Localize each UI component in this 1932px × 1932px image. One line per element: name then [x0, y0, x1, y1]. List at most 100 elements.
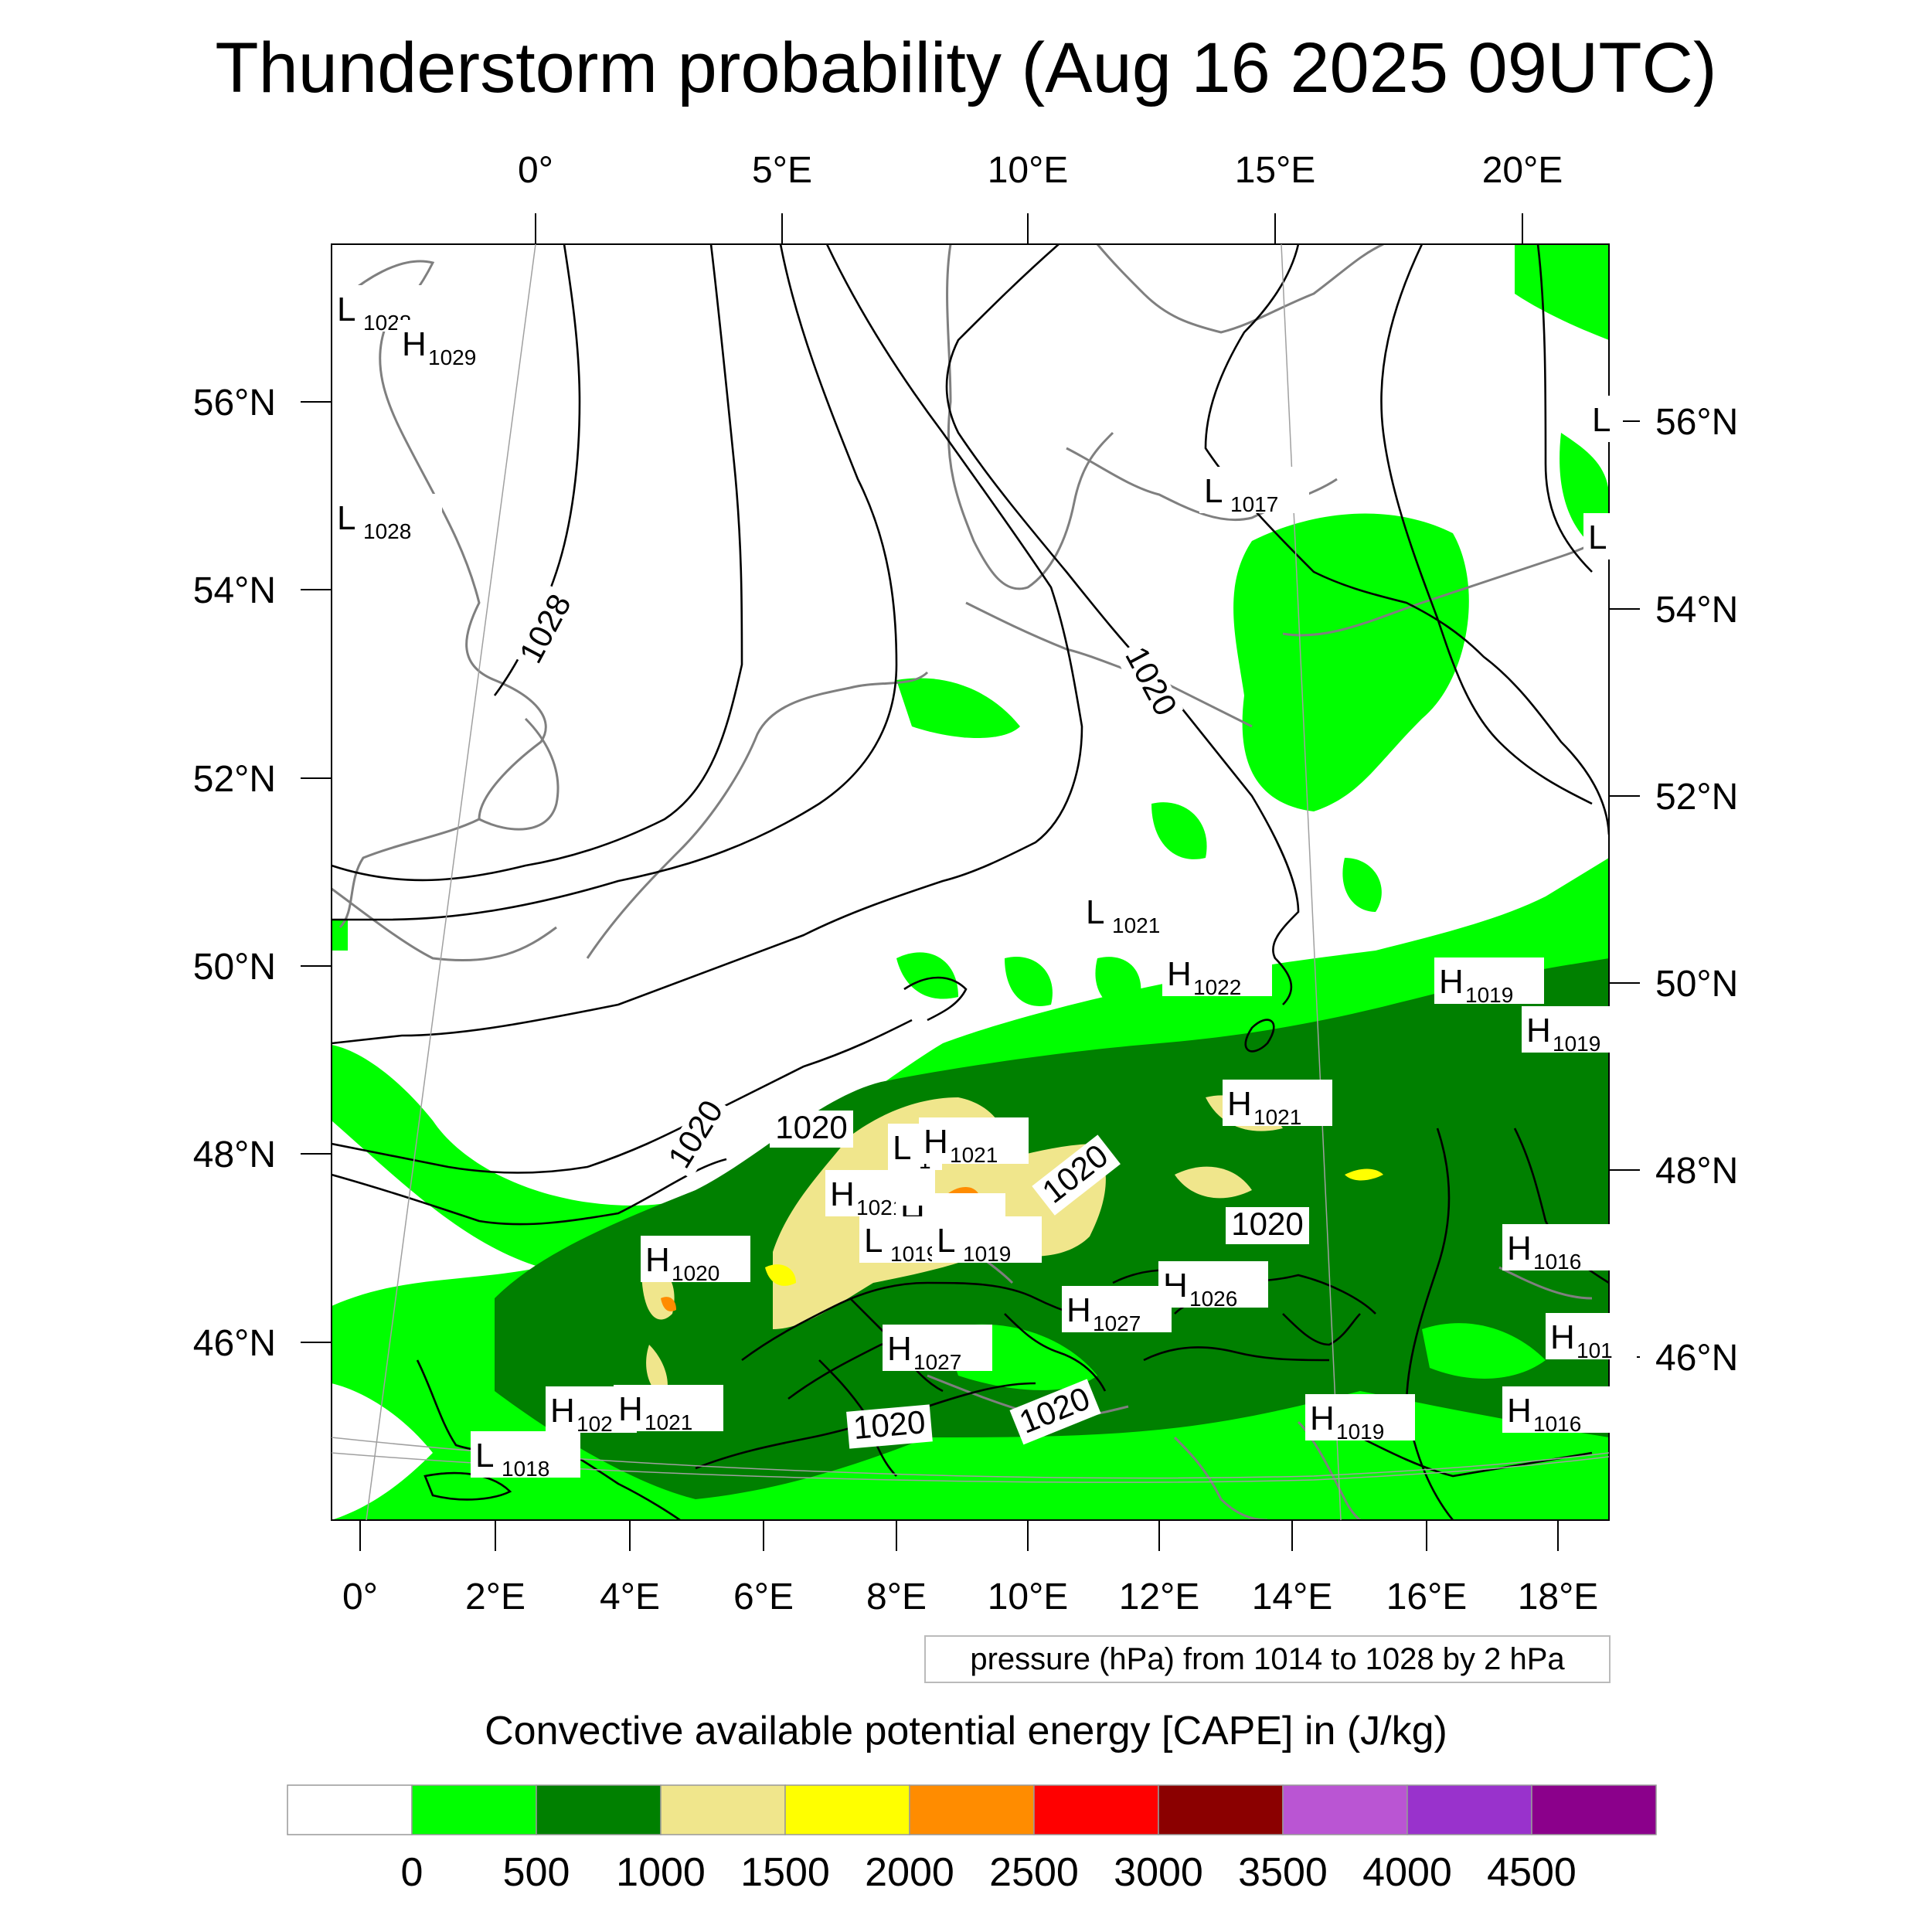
pressure-center-type: H	[1167, 955, 1192, 993]
right-axis-label: 46°N	[1655, 1338, 1738, 1379]
pressure-center-value: 102	[577, 1412, 613, 1436]
pressure-center-type: L	[893, 1129, 911, 1167]
top-axis-label: 5°E	[752, 150, 812, 191]
low-pressure-center: L 1028	[332, 494, 442, 543]
colorbar-swatch	[411, 1784, 537, 1835]
colorbar-label: 2000	[865, 1850, 954, 1895]
high-pressure-center: H 1020	[641, 1236, 750, 1285]
pressure-center-type: H	[1439, 963, 1464, 1001]
low-pressure-center: L 1017	[1199, 467, 1309, 516]
pressure-center-type: L	[864, 1222, 883, 1260]
bottom-axis-label: 2°E	[465, 1577, 526, 1617]
left-axis-label: 54°N	[193, 570, 276, 611]
bottom-axis-label: 8°E	[866, 1577, 927, 1617]
left-axis-label: 48°N	[193, 1134, 276, 1175]
pressure-center-value: 1019	[890, 1242, 938, 1266]
pressure-center-type: H	[402, 325, 427, 363]
bottom-axis-label: 12°E	[1119, 1577, 1200, 1617]
high-pressure-center: H 1022	[1162, 950, 1272, 999]
pressure-center-type: H	[618, 1390, 643, 1428]
colorbar: 0 500 1000 1500 2000 2500 3000 3500 4000 4500	[287, 1784, 1657, 1895]
high-pressure-center: H 1019	[1305, 1394, 1415, 1444]
colorbar-title: Convective available potential energy [C…	[485, 1709, 1447, 1753]
pressure-center-value: 1019	[1336, 1420, 1384, 1444]
colorbar-label: 500	[503, 1850, 570, 1895]
right-axis-label: 54°N	[1655, 590, 1738, 631]
colorbar-swatch	[1406, 1784, 1532, 1835]
pressure-center-value: 1019	[1553, 1032, 1600, 1056]
bottom-axis-label: 0°	[342, 1577, 378, 1617]
colorbar-label: 1000	[616, 1850, 706, 1895]
pressure-center-value: 1021	[645, 1410, 692, 1434]
right-axis-label: 56°N	[1655, 402, 1738, 443]
colorbar-label: 4500	[1487, 1850, 1577, 1895]
pressure-center-value: 1028	[363, 519, 411, 543]
high-pressure-center: H 101	[1546, 1313, 1637, 1362]
right-axis-label: 48°N	[1655, 1151, 1738, 1192]
colorbar-swatch	[1282, 1784, 1408, 1835]
pressure-center-value: 1026	[1189, 1287, 1237, 1311]
bottom-axis-label: 16°E	[1386, 1577, 1468, 1617]
high-pressure-center: H 1019	[1522, 1006, 1631, 1056]
pressure-center-value: 1018	[502, 1457, 549, 1481]
pressure-center-value: 1021	[950, 1143, 998, 1167]
pressure-center-value: 1020	[672, 1261, 719, 1285]
pressure-center-type: H	[1526, 1012, 1551, 1049]
pressure-center-value: 1029	[428, 345, 476, 369]
top-axis-label: 0°	[518, 150, 553, 191]
low-pressure-center: L	[1587, 396, 1623, 442]
colorbar-label: 2500	[989, 1850, 1079, 1895]
pressure-center-type: H	[830, 1175, 855, 1213]
pressure-center-type: L	[1204, 472, 1223, 510]
pressure-center-type: H	[1066, 1291, 1091, 1329]
pressure-center-type: L	[337, 499, 355, 537]
high-pressure-center: H 1016	[1502, 1386, 1612, 1436]
colorbar-label: 3000	[1114, 1850, 1203, 1895]
low-pressure-center: L 1021	[1081, 888, 1191, 937]
pressure-center-value: 1017	[1230, 492, 1278, 516]
low-pressure-center: L	[1583, 513, 1619, 560]
isobar-label: 1020	[1231, 1206, 1303, 1242]
high-pressure-center: H 1027	[1062, 1286, 1172, 1335]
pressure-center-type: L	[937, 1222, 955, 1260]
pressure-center-value: 1027	[913, 1350, 961, 1374]
pressure-center-type: H	[887, 1330, 912, 1368]
left-axis-labels: 56°N 54°N 52°N 50°N 48°N 46°N	[193, 383, 276, 1364]
pressure-center-type: H	[923, 1123, 948, 1161]
bottom-axis-label: 6°E	[733, 1577, 794, 1617]
top-axis-label: 20°E	[1482, 150, 1563, 191]
pressure-center-type: H	[1507, 1230, 1532, 1267]
high-pressure-center: H 1019	[1434, 957, 1544, 1007]
top-axis-labels: 0° 5°E 10°E 15°E 20°E	[518, 150, 1563, 191]
colorbar-label: 1500	[740, 1850, 830, 1895]
isobar-label: 1020	[775, 1109, 847, 1145]
colorbar-swatch	[1033, 1784, 1159, 1835]
colorbar-swatch	[536, 1784, 662, 1835]
colorbar-label: 3500	[1238, 1850, 1328, 1895]
pressure-center-type: H	[645, 1241, 670, 1279]
colorbar-swatch	[909, 1784, 1035, 1835]
bottom-axis-labels: 0° 2°E 4°E 6°E 8°E 10°E 12°E 14°E 16°E 1…	[342, 1577, 1598, 1617]
right-axis-labels: 56°N 54°N 52°N 50°N 48°N 46°N	[1655, 402, 1738, 1379]
high-pressure-center: H 1027	[883, 1325, 992, 1374]
bottom-axis-label: 10°E	[988, 1577, 1069, 1617]
right-axis-label: 50°N	[1655, 964, 1738, 1005]
left-axis-label: 56°N	[193, 383, 276, 423]
pressure-center-value: 1021	[1253, 1105, 1301, 1129]
low-pressure-center: L 1019	[932, 1216, 1042, 1266]
pressure-center-type: H	[550, 1392, 575, 1430]
right-axis-label: 52°N	[1655, 777, 1738, 818]
high-pressure-center: H 1026	[1158, 1261, 1268, 1311]
bottom-axis-label: 4°E	[600, 1577, 660, 1617]
map-frame	[331, 243, 1610, 1521]
pressure-center-value: 1022	[1193, 975, 1241, 999]
isobar-label: 1020	[852, 1403, 927, 1446]
map-title: Thunderstorm probability (Aug 16 2025 09…	[215, 29, 1717, 107]
colorbar-swatch	[287, 1784, 413, 1835]
high-pressure-center: H 1016	[1502, 1224, 1612, 1274]
